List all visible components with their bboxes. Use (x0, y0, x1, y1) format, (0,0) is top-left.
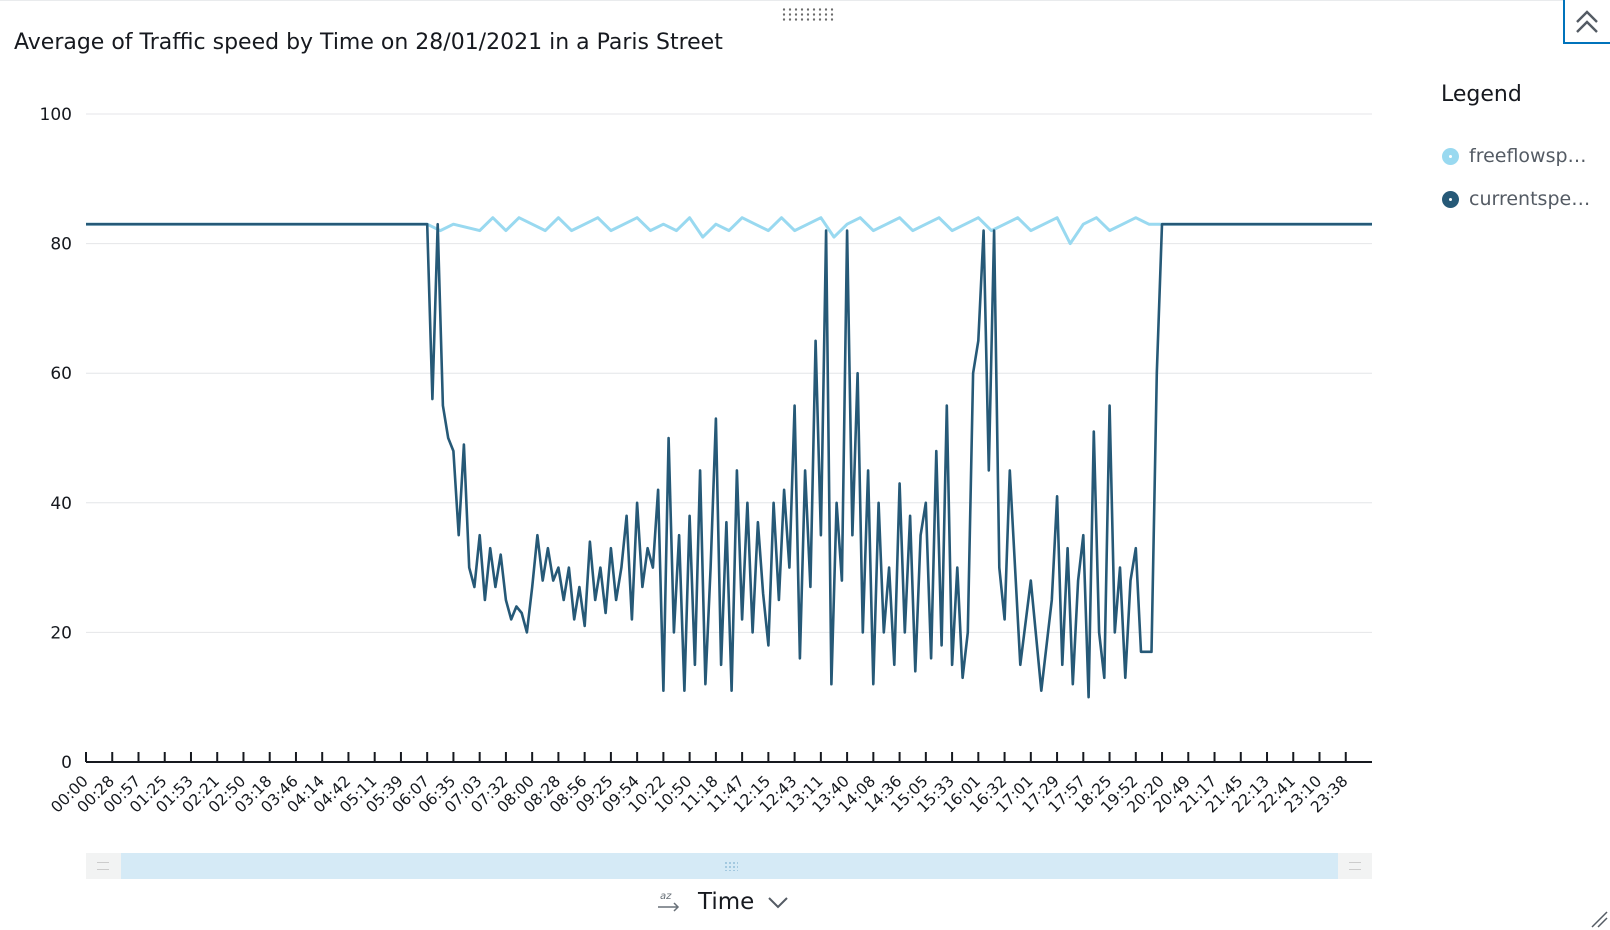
scroll-grip-icon (724, 861, 738, 871)
series-lines[interactable] (86, 216, 1372, 699)
legend-swatch-icon (1442, 190, 1459, 208)
legend-label: currentspeed (1469, 188, 1591, 210)
legend-swatch-icon (1442, 147, 1459, 165)
y-axis-tick-labels: 0 20 40 60 80 100 (40, 105, 72, 773)
y-tick-label: 100 (40, 105, 72, 125)
drag-grip-icon[interactable] (781, 7, 835, 21)
legend-item-currentspeed[interactable]: currentspeed (1442, 186, 1591, 212)
series-line-freeflowspeed[interactable] (86, 216, 1372, 246)
sort-az-icon[interactable]: az (656, 890, 682, 914)
collapse-button[interactable] (1563, 0, 1610, 44)
y-tick-label: 20 (50, 623, 72, 643)
legend-title: Legend (1441, 82, 1522, 107)
double-chevron-up-icon (1576, 10, 1598, 33)
y-tick-label: 80 (50, 235, 72, 255)
y-tick-label: 0 (61, 753, 72, 773)
top-border (0, 0, 1610, 1)
legend-item-freeflowspeed[interactable]: freeflowsp… (1442, 143, 1591, 169)
zoom-handle-left[interactable] (86, 853, 120, 879)
x-axis: 00:0000:2800:5701:2501:5302:2102:5003:18… (48, 752, 1372, 816)
x-axis-field-label[interactable]: Time (698, 889, 755, 915)
svg-text:az: az (660, 891, 672, 902)
x-axis-field-well[interactable]: az Time (656, 887, 790, 917)
y-tick-label: 40 (50, 494, 72, 514)
y-tick-label: 60 (50, 364, 72, 384)
grid-lines (86, 113, 1372, 633)
chevron-down-icon[interactable] (766, 890, 790, 914)
legend-label: freeflowsp… (1469, 145, 1587, 167)
zoom-handle-right[interactable] (1338, 853, 1372, 879)
series-line-currentspeed[interactable] (86, 222, 1372, 699)
resize-corner-icon[interactable] (1590, 910, 1608, 928)
chart-title: Average of Traffic speed by Time on 28/0… (14, 30, 723, 55)
